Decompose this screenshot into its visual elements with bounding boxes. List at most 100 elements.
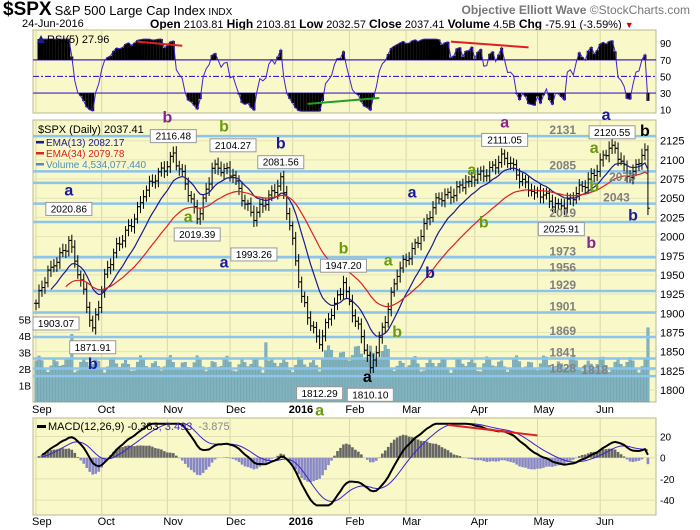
price-callout-box xyxy=(209,138,257,153)
macd-histogram-bar xyxy=(157,448,160,458)
macd-histogram-bar xyxy=(213,457,217,460)
symbol: $SPX xyxy=(3,0,52,20)
volume-bar xyxy=(431,363,435,403)
macd-histogram-bar xyxy=(210,457,214,463)
volume-bar xyxy=(34,360,38,403)
volume-bar xyxy=(589,363,593,403)
month-label: May xyxy=(533,516,554,528)
macd-histogram-bar xyxy=(303,457,306,480)
macd-histogram-bar xyxy=(386,446,390,458)
level-label: 2043 xyxy=(603,191,630,205)
macd-histogram-bar xyxy=(380,453,384,458)
month-label: Feb xyxy=(345,404,364,416)
volume-bar xyxy=(121,363,125,403)
macd-histogram-bar xyxy=(61,448,65,458)
volume-bar xyxy=(138,355,142,403)
volume-bar xyxy=(470,358,474,403)
macd-histogram-bar xyxy=(437,445,441,458)
ema34-legend-swatch xyxy=(36,152,44,155)
macd-histogram-bar xyxy=(572,457,575,460)
volume-bar xyxy=(467,361,471,403)
volume-bar xyxy=(276,366,280,403)
volume-bar xyxy=(109,358,113,403)
volume-bar xyxy=(252,358,256,403)
volume-bar xyxy=(135,361,139,403)
volume-bar xyxy=(294,365,298,403)
volume-bar xyxy=(219,366,223,403)
price-tick-label: 2000 xyxy=(660,232,684,244)
macd-histogram-bar xyxy=(52,449,56,458)
macd-histogram-bar xyxy=(580,455,584,458)
volume-bar xyxy=(73,372,77,403)
volume-bar xyxy=(267,360,271,403)
macd-histogram-bar xyxy=(619,454,623,458)
macd-histogram-bar xyxy=(351,447,354,458)
price-callout: 1810.10 xyxy=(346,387,394,402)
volume-bar xyxy=(201,366,205,403)
volume-bar xyxy=(616,359,620,403)
volume-bar xyxy=(288,370,292,403)
macd-histogram-bar xyxy=(55,449,59,458)
macd-histogram-bar xyxy=(509,457,512,462)
price-callout-box xyxy=(45,201,93,216)
volume-bar xyxy=(383,345,387,403)
macd-histogram-bar xyxy=(637,457,641,461)
volume-bar xyxy=(500,360,504,403)
volume-bar xyxy=(506,371,510,403)
macd-histogram-bar xyxy=(139,445,142,458)
month-label: Mar xyxy=(402,404,421,416)
wave-label: a xyxy=(184,209,193,226)
wave-label: b xyxy=(589,178,599,195)
volume-bar xyxy=(491,365,495,403)
price-callout-label: 2111.05 xyxy=(487,135,522,146)
macd-histogram-bar xyxy=(524,457,527,468)
volume-bar xyxy=(544,356,548,403)
price-callout-label: 2104.27 xyxy=(215,141,252,152)
price-tick-label: 1800 xyxy=(660,385,684,397)
rsi-tick-label: 70 xyxy=(660,56,672,67)
price-callout-label: 1810.10 xyxy=(352,390,389,401)
price-callout-box xyxy=(296,386,344,401)
volume-bar xyxy=(556,361,560,403)
wave-label: a xyxy=(467,162,476,179)
volume-bar xyxy=(643,358,647,403)
volume-bar xyxy=(416,363,420,403)
volume-bar xyxy=(258,366,262,403)
price-callout-label: 1812.29 xyxy=(301,389,338,400)
volume-bar xyxy=(547,365,551,403)
price-callout-label: 2081.56 xyxy=(263,158,300,169)
volume-bar xyxy=(273,362,277,403)
ema13-legend: EMA(13) 2082.17 xyxy=(46,138,125,149)
price-callout: 1812.29 xyxy=(296,386,344,401)
macd-histogram-bar xyxy=(506,457,509,462)
macd-histogram-bar xyxy=(237,457,241,463)
volume-bar xyxy=(133,370,137,403)
volume-bar xyxy=(243,362,247,403)
price-tick-label: 2025 xyxy=(660,212,684,224)
macd-histogram-bar xyxy=(243,457,247,467)
macd-histogram-bar xyxy=(458,456,462,458)
macd-histogram-bar xyxy=(628,457,632,462)
volume-bar xyxy=(64,358,68,403)
price-tick-label: 1875 xyxy=(660,327,684,339)
volume-bar xyxy=(153,361,157,403)
volume-bar xyxy=(356,345,360,403)
macd-histogram-bar xyxy=(485,457,489,462)
month-label: Mar xyxy=(402,516,421,528)
macd-histogram-bar xyxy=(357,451,360,458)
macd-legend-swatch xyxy=(37,425,46,428)
volume-bar xyxy=(55,361,59,403)
volume-bar xyxy=(118,366,122,403)
volume-bar xyxy=(144,366,148,403)
macd-histogram-bar xyxy=(318,457,321,479)
price-callout-box xyxy=(481,132,529,147)
macd-histogram-bar xyxy=(333,455,336,458)
level-label: 2131 xyxy=(549,123,576,137)
volume-bar xyxy=(521,367,525,403)
macd-histogram-bar xyxy=(440,447,444,458)
volume-bar xyxy=(628,357,632,403)
macd-histogram-bar xyxy=(372,457,375,463)
volume-bar xyxy=(168,355,172,403)
price-callout-box xyxy=(346,387,394,402)
volume-bar xyxy=(189,368,193,403)
